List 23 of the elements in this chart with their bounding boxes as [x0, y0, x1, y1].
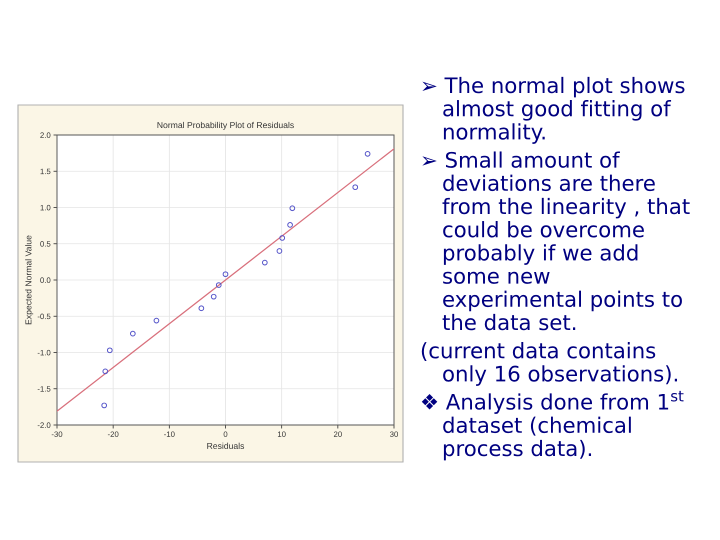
text: ❖ Analysis done from 1$^{st}$ dataset (chemical process data).: [422, 390, 684, 460]
text: ➢ The normal plot shows almost good fitting of normality.: [422, 76, 684, 144]
point: [101, 402, 108, 408]
point: [279, 235, 286, 241]
point: [352, 184, 358, 190]
point: [210, 294, 217, 300]
x-axis-title: Residuals: [207, 442, 244, 449]
text: (current data contains only 16 observations).: [422, 342, 677, 386]
point: [198, 305, 204, 312]
point: [222, 271, 228, 278]
point: [216, 282, 222, 288]
point: [106, 347, 113, 354]
point: [102, 368, 108, 374]
point: [287, 222, 293, 228]
chart-title: Normal Probability Plot of Residuals: [158, 122, 294, 130]
point: [276, 248, 282, 254]
point: [154, 318, 160, 324]
text: ➢ Small amount of deviations are there from the linearity , that could be overcome probably if we add some new experimental points to the data set.: [422, 151, 690, 330]
point: [130, 330, 136, 336]
point: [262, 260, 268, 266]
point: [364, 151, 370, 157]
point: [289, 205, 296, 212]
y-axis-title: Expected Normal Value: [25, 235, 34, 324]
